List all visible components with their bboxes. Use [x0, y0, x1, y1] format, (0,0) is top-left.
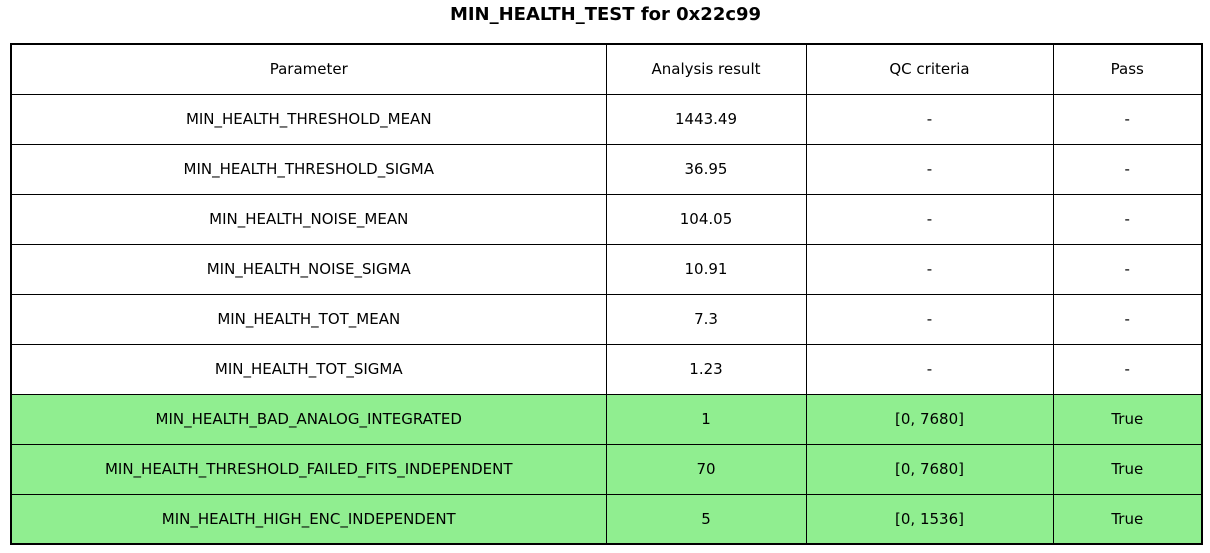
qc-criteria-cell: - — [805, 193, 1054, 245]
analysis-result-cell: 7.3 — [605, 293, 807, 345]
analysis-result-cell: 1 — [605, 393, 807, 445]
analysis-result-cell: 70 — [605, 443, 807, 495]
parameter-cell: MIN_HEALTH_THRESHOLD_MEAN — [10, 93, 607, 145]
table-row: MIN_HEALTH_THRESHOLD_MEAN 1443.49- - — [10, 93, 1203, 145]
pass-cell: True — [1052, 393, 1203, 445]
analysis-result-cell: 1443.49 — [605, 93, 807, 145]
column-header-qc-criteria: QC criteria — [805, 43, 1054, 95]
qc-criteria-cell: [0, 7680] — [805, 393, 1054, 445]
analysis-result-cell: 36.95 — [605, 143, 807, 195]
analysis-result-cell: 104.05 — [605, 193, 807, 245]
table-row: MIN_HEALTH_NOISE_MEAN 104.05- - — [10, 193, 1203, 245]
page-title: MIN_HEALTH_TEST for 0x22c99 — [449, 4, 762, 25]
table-row: MIN_HEALTH_TOT_MEAN 7.3- - — [10, 293, 1203, 345]
pass-cell: - — [1052, 243, 1203, 295]
analysis-result-cell: 5 — [605, 493, 807, 545]
parameter-cell: MIN_HEALTH_NOISE_SIGMA — [10, 243, 607, 295]
table-row: MIN_HEALTH_THRESHOLD_SIGMA 36.95- - — [10, 143, 1203, 195]
parameter-cell: MIN_HEALTH_THRESHOLD_SIGMA — [10, 143, 607, 195]
table-row: MIN_HEALTH_HIGH_ENC_INDEPENDENT 5 [0, 1536… — [10, 493, 1203, 545]
column-header-parameter: Parameter — [10, 43, 607, 95]
table-row: MIN_HEALTH_THRESHOLD_FAILED_FITS_INDEPEN… — [10, 443, 1203, 495]
qc-criteria-cell: - — [805, 343, 1054, 395]
qc-criteria-cell: [0, 1536] — [805, 493, 1054, 545]
column-header-analysis-result: Analysis result — [605, 43, 807, 95]
parameter-cell: MIN_HEALTH_TOT_SIGMA — [10, 343, 607, 395]
pass-cell: - — [1052, 193, 1203, 245]
parameter-cell: MIN_HEALTH_THRESHOLD_FAILED_FITS_INDEPEN… — [10, 443, 607, 495]
pass-cell: - — [1052, 93, 1203, 145]
qc-criteria-cell: - — [805, 143, 1054, 195]
column-header-pass: Pass — [1052, 43, 1203, 95]
parameter-cell: MIN_HEALTH_TOT_MEAN — [10, 293, 607, 345]
pass-cell: - — [1052, 143, 1203, 195]
analysis-result-cell: 1.23 — [605, 343, 807, 395]
parameter-cell: MIN_HEALTH_HIGH_ENC_INDEPENDENT — [10, 493, 607, 545]
table-row: MIN_HEALTH_NOISE_SIGMA 10.91- - — [10, 243, 1203, 295]
table-row: MIN_HEALTH_TOT_SIGMA 1.23- - — [10, 343, 1203, 395]
qc-results-table: Parameter Analysis result QC criteria Pa… — [10, 43, 1203, 545]
table-row: MIN_HEALTH_BAD_ANALOG_INTEGRATED 1 [0, 768… — [10, 393, 1203, 445]
parameter-cell: MIN_HEALTH_BAD_ANALOG_INTEGRATED — [10, 393, 607, 445]
parameter-cell: MIN_HEALTH_NOISE_MEAN — [10, 193, 607, 245]
pass-cell: True — [1052, 443, 1203, 495]
pass-cell: True — [1052, 493, 1203, 545]
qc-criteria-cell: [0, 7680] — [805, 443, 1054, 495]
qc-criteria-cell: - — [805, 293, 1054, 345]
table-body: MIN_HEALTH_THRESHOLD_MEAN 1443.49- - MIN_HE… — [10, 93, 1203, 545]
qc-criteria-cell: - — [805, 93, 1054, 145]
pass-cell: - — [1052, 343, 1203, 395]
qc-criteria-cell: - — [805, 243, 1054, 295]
pass-cell: - — [1052, 293, 1203, 345]
table-header-row: Parameter Analysis result QC criteria Pa… — [10, 43, 1203, 95]
analysis-result-cell: 10.91 — [605, 243, 807, 295]
